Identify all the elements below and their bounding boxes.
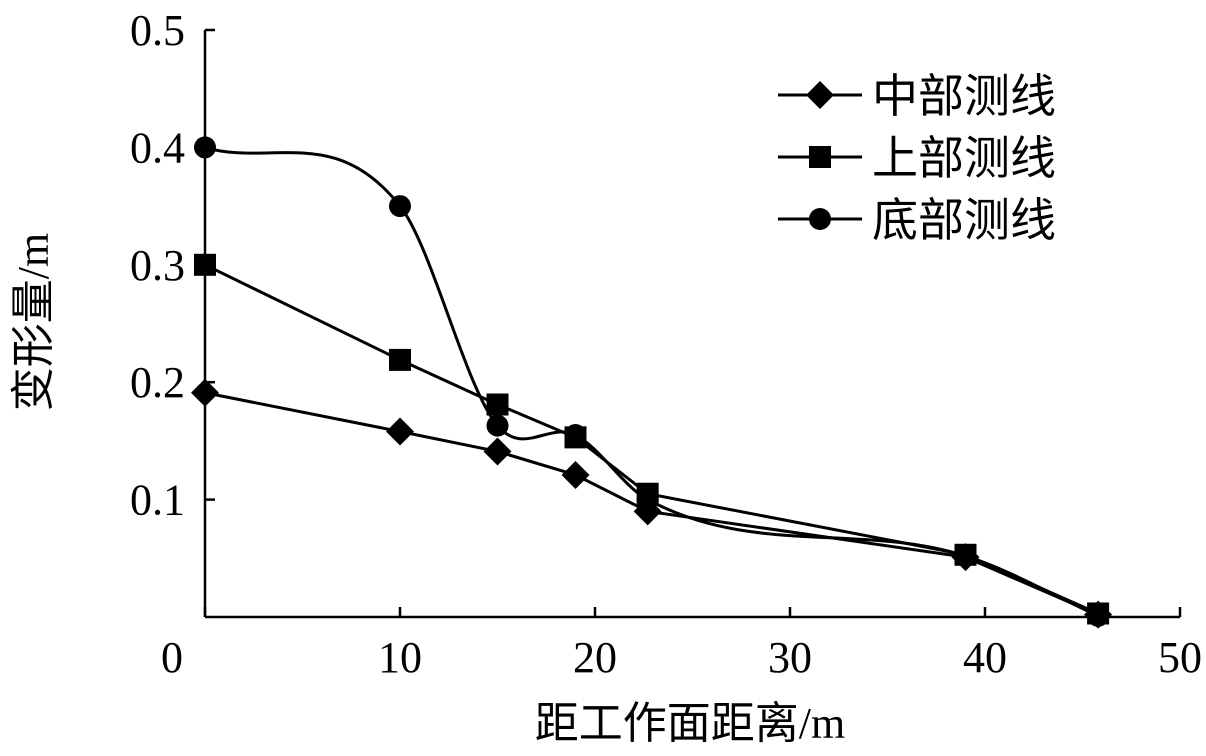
series-group (191, 136, 1113, 629)
square-marker (194, 253, 216, 276)
diamond-marker (191, 378, 219, 407)
square-marker (389, 348, 411, 371)
legend-item: 底部测线 (778, 195, 1056, 246)
x-tick-label: 20 (573, 633, 617, 682)
diamond-marker (483, 437, 512, 466)
diamond-marker (806, 81, 834, 109)
x-tick-label: 40 (963, 633, 1007, 682)
circle-marker (1087, 604, 1110, 627)
square-marker (809, 146, 831, 168)
x-tick-label: 10 (378, 633, 422, 682)
circle-marker (954, 544, 977, 567)
legend-label: 上部测线 (872, 133, 1056, 184)
x-axis-label: 距工作面距离/m (535, 699, 845, 748)
x-tick-label: 50 (1158, 633, 1202, 682)
circle-marker (389, 195, 411, 218)
legend-item: 中部测线 (778, 71, 1056, 122)
circle-marker (636, 488, 659, 511)
series-square (194, 253, 1110, 625)
y-tick-label: 0.1 (130, 476, 185, 525)
circle-marker (564, 424, 587, 447)
circle-marker (486, 414, 509, 437)
legend-label: 中部测线 (872, 71, 1056, 122)
circle-marker (194, 136, 216, 159)
x-tick-label: 30 (768, 633, 812, 682)
square-marker (486, 393, 509, 416)
diamond-marker (386, 417, 414, 446)
x-tick-label: 0 (161, 633, 183, 682)
y-axis-label: 变形量/m (9, 233, 58, 411)
diamond-marker (561, 460, 590, 489)
y-tick-label: 0.4 (130, 123, 185, 172)
legend-label: 底部测线 (872, 195, 1056, 246)
y-tick-label: 0.5 (130, 6, 185, 55)
axes: 0 10 20 30 40 50 0.1 0.2 0.3 0.4 0.5 (130, 6, 1202, 682)
legend-item: 上部测线 (778, 133, 1056, 184)
y-tick-label: 0.2 (130, 358, 185, 407)
y-tick-label: 0.3 (130, 241, 185, 290)
series-circle (194, 136, 1110, 627)
circle-marker (809, 208, 831, 230)
